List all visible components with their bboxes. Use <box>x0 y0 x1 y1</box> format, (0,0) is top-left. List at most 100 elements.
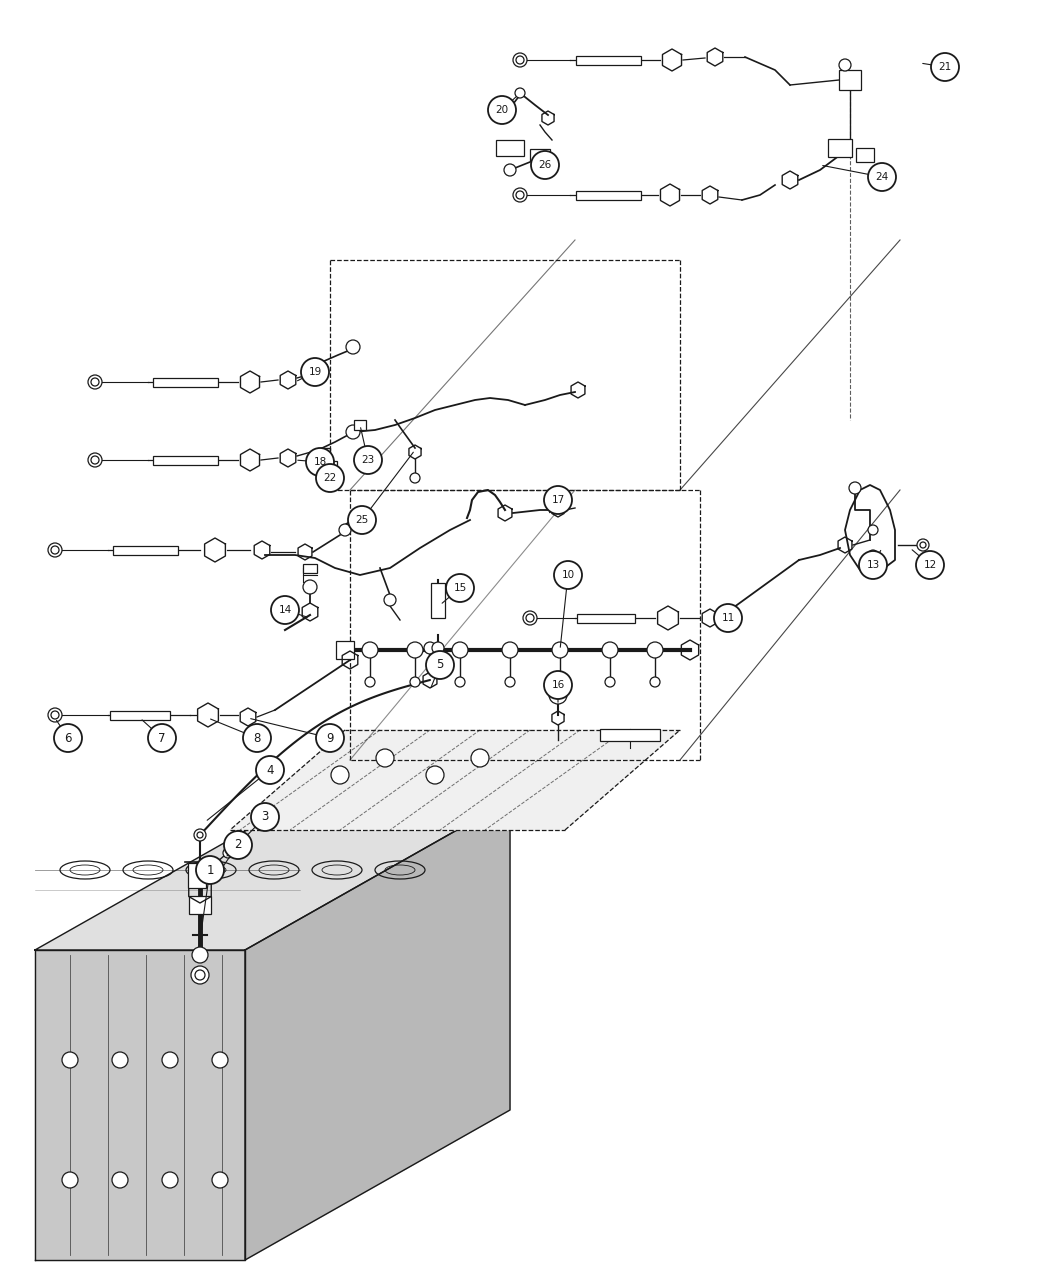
Text: 10: 10 <box>562 570 574 580</box>
Circle shape <box>410 677 420 687</box>
Circle shape <box>859 551 887 579</box>
Circle shape <box>849 482 861 493</box>
Circle shape <box>191 966 209 984</box>
Bar <box>354 419 366 430</box>
Circle shape <box>91 456 99 464</box>
Circle shape <box>554 561 582 589</box>
Circle shape <box>148 724 176 752</box>
Bar <box>600 729 660 741</box>
Circle shape <box>196 856 224 884</box>
Bar <box>188 862 206 887</box>
Circle shape <box>195 970 205 980</box>
Circle shape <box>346 425 360 439</box>
Circle shape <box>544 671 572 699</box>
Text: 13: 13 <box>866 560 880 570</box>
Bar <box>152 455 217 464</box>
Circle shape <box>88 375 102 389</box>
Circle shape <box>502 643 518 658</box>
Circle shape <box>362 643 378 658</box>
Circle shape <box>354 446 382 474</box>
Text: 4: 4 <box>267 764 274 776</box>
Circle shape <box>839 59 850 71</box>
Circle shape <box>316 724 344 752</box>
Circle shape <box>303 580 317 594</box>
Text: 3: 3 <box>261 811 269 824</box>
Bar <box>496 140 524 156</box>
Text: 2: 2 <box>234 839 242 852</box>
Circle shape <box>62 1172 78 1188</box>
Circle shape <box>916 551 944 579</box>
Circle shape <box>516 191 524 199</box>
Circle shape <box>555 677 565 687</box>
Circle shape <box>384 594 396 606</box>
Polygon shape <box>245 799 510 1260</box>
Circle shape <box>446 574 474 602</box>
Circle shape <box>365 677 375 687</box>
Circle shape <box>194 829 206 842</box>
Circle shape <box>602 643 618 658</box>
Text: 12: 12 <box>923 560 937 570</box>
Text: 6: 6 <box>64 732 71 745</box>
Text: 23: 23 <box>361 455 375 465</box>
Circle shape <box>301 358 329 386</box>
Circle shape <box>256 756 284 784</box>
Text: 8: 8 <box>253 732 260 745</box>
Text: 17: 17 <box>551 495 565 505</box>
Circle shape <box>868 163 896 191</box>
Circle shape <box>605 677 615 687</box>
Circle shape <box>88 453 102 467</box>
Circle shape <box>339 524 351 536</box>
Circle shape <box>513 187 527 201</box>
Text: 7: 7 <box>159 732 166 745</box>
Circle shape <box>212 1052 228 1068</box>
Circle shape <box>514 88 525 98</box>
Circle shape <box>348 506 376 534</box>
Circle shape <box>51 546 59 555</box>
Bar <box>352 513 362 523</box>
Polygon shape <box>35 950 245 1260</box>
Bar <box>303 564 317 572</box>
Circle shape <box>523 611 537 625</box>
Circle shape <box>424 643 436 654</box>
Circle shape <box>251 803 279 831</box>
Circle shape <box>505 677 514 687</box>
Bar <box>578 613 635 622</box>
Circle shape <box>549 686 567 704</box>
Bar <box>323 460 337 469</box>
Bar <box>856 148 874 162</box>
Circle shape <box>531 150 559 178</box>
Circle shape <box>917 539 929 551</box>
Circle shape <box>316 464 344 492</box>
Bar <box>430 583 445 617</box>
Circle shape <box>920 542 926 548</box>
Circle shape <box>526 615 534 622</box>
Circle shape <box>426 766 444 784</box>
Circle shape <box>868 550 878 560</box>
Bar <box>839 70 861 91</box>
Bar <box>828 139 852 157</box>
Text: 24: 24 <box>876 172 888 182</box>
Circle shape <box>504 164 516 176</box>
Text: 1: 1 <box>206 863 214 876</box>
Circle shape <box>306 448 334 476</box>
Circle shape <box>647 643 663 658</box>
Text: 20: 20 <box>496 105 508 115</box>
Text: 11: 11 <box>721 613 735 623</box>
Circle shape <box>714 604 742 632</box>
Circle shape <box>488 96 516 124</box>
Text: 21: 21 <box>939 62 951 71</box>
Circle shape <box>544 486 572 514</box>
Circle shape <box>410 473 420 483</box>
Text: 15: 15 <box>454 583 466 593</box>
Bar <box>530 149 550 161</box>
Circle shape <box>192 947 208 963</box>
Circle shape <box>223 848 233 858</box>
Text: 22: 22 <box>323 473 337 483</box>
Circle shape <box>212 1172 228 1188</box>
Circle shape <box>197 833 203 838</box>
Text: 5: 5 <box>437 658 444 672</box>
Text: 14: 14 <box>278 606 292 615</box>
Circle shape <box>243 724 271 752</box>
Text: 16: 16 <box>551 680 565 690</box>
Circle shape <box>54 724 82 752</box>
